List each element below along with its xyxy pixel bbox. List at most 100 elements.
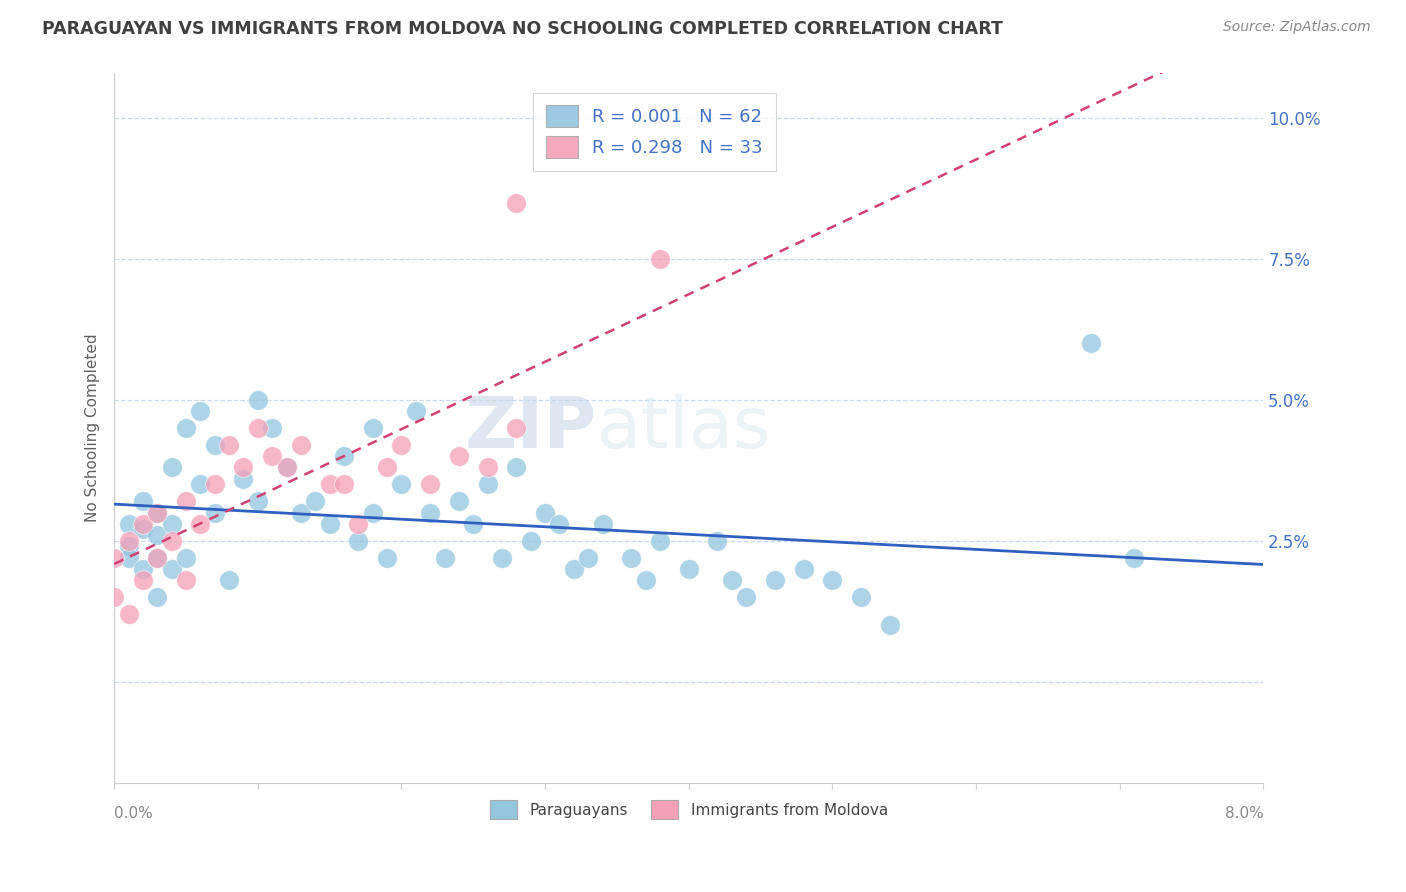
- Point: [375, 460, 398, 475]
- Point: [160, 460, 183, 475]
- Point: [132, 494, 155, 508]
- Point: [463, 516, 485, 531]
- Point: [477, 460, 499, 475]
- Point: [361, 506, 384, 520]
- Point: [1080, 336, 1102, 351]
- Point: [821, 573, 844, 587]
- Point: [735, 590, 758, 604]
- Point: [491, 550, 513, 565]
- Point: [576, 550, 599, 565]
- Point: [849, 590, 872, 604]
- Point: [204, 506, 226, 520]
- Point: [290, 506, 312, 520]
- Point: [361, 421, 384, 435]
- Point: [505, 460, 527, 475]
- Point: [505, 421, 527, 435]
- Text: ZIP: ZIP: [464, 393, 596, 463]
- Point: [132, 516, 155, 531]
- Point: [117, 607, 139, 621]
- Point: [160, 533, 183, 548]
- Point: [174, 421, 197, 435]
- Point: [391, 438, 413, 452]
- Point: [204, 438, 226, 452]
- Point: [103, 590, 125, 604]
- Point: [447, 494, 470, 508]
- Point: [246, 421, 269, 435]
- Point: [318, 477, 340, 491]
- Text: atlas: atlas: [596, 393, 772, 463]
- Text: Source: ZipAtlas.com: Source: ZipAtlas.com: [1223, 20, 1371, 34]
- Point: [146, 590, 169, 604]
- Text: 0.0%: 0.0%: [114, 805, 153, 821]
- Point: [262, 449, 284, 463]
- Point: [246, 392, 269, 407]
- Point: [592, 516, 614, 531]
- Point: [103, 550, 125, 565]
- Point: [405, 404, 427, 418]
- Point: [620, 550, 643, 565]
- Point: [433, 550, 456, 565]
- Point: [419, 477, 441, 491]
- Point: [132, 523, 155, 537]
- Point: [204, 477, 226, 491]
- Point: [648, 533, 671, 548]
- Y-axis label: No Schooling Completed: No Schooling Completed: [86, 334, 100, 523]
- Point: [634, 573, 657, 587]
- Point: [174, 550, 197, 565]
- Point: [562, 562, 585, 576]
- Point: [347, 533, 370, 548]
- Text: 8.0%: 8.0%: [1225, 805, 1264, 821]
- Point: [117, 516, 139, 531]
- Point: [505, 195, 527, 210]
- Text: PARAGUAYAN VS IMMIGRANTS FROM MOLDOVA NO SCHOOLING COMPLETED CORRELATION CHART: PARAGUAYAN VS IMMIGRANTS FROM MOLDOVA NO…: [42, 20, 1002, 37]
- Point: [879, 618, 901, 632]
- Point: [447, 449, 470, 463]
- Point: [160, 516, 183, 531]
- Point: [375, 550, 398, 565]
- Point: [132, 562, 155, 576]
- Legend: Paraguayans, Immigrants from Moldova: Paraguayans, Immigrants from Moldova: [484, 794, 894, 825]
- Point: [218, 573, 240, 587]
- Point: [160, 562, 183, 576]
- Point: [419, 506, 441, 520]
- Point: [132, 573, 155, 587]
- Point: [146, 550, 169, 565]
- Point: [391, 477, 413, 491]
- Point: [678, 562, 700, 576]
- Point: [246, 494, 269, 508]
- Point: [117, 533, 139, 548]
- Point: [477, 477, 499, 491]
- Point: [1123, 550, 1146, 565]
- Point: [146, 528, 169, 542]
- Point: [347, 516, 370, 531]
- Point: [290, 438, 312, 452]
- Point: [304, 494, 326, 508]
- Point: [706, 533, 728, 548]
- Point: [763, 573, 786, 587]
- Point: [146, 550, 169, 565]
- Point: [174, 494, 197, 508]
- Point: [146, 506, 169, 520]
- Point: [648, 252, 671, 266]
- Point: [190, 516, 212, 531]
- Point: [262, 421, 284, 435]
- Point: [190, 477, 212, 491]
- Point: [276, 460, 298, 475]
- Point: [548, 516, 571, 531]
- Point: [146, 506, 169, 520]
- Point: [519, 533, 541, 548]
- Point: [793, 562, 815, 576]
- Point: [534, 506, 557, 520]
- Point: [333, 477, 356, 491]
- Point: [218, 438, 240, 452]
- Point: [318, 516, 340, 531]
- Point: [174, 573, 197, 587]
- Point: [117, 540, 139, 554]
- Point: [276, 460, 298, 475]
- Point: [190, 404, 212, 418]
- Point: [232, 472, 254, 486]
- Point: [333, 449, 356, 463]
- Point: [232, 460, 254, 475]
- Point: [721, 573, 744, 587]
- Point: [117, 550, 139, 565]
